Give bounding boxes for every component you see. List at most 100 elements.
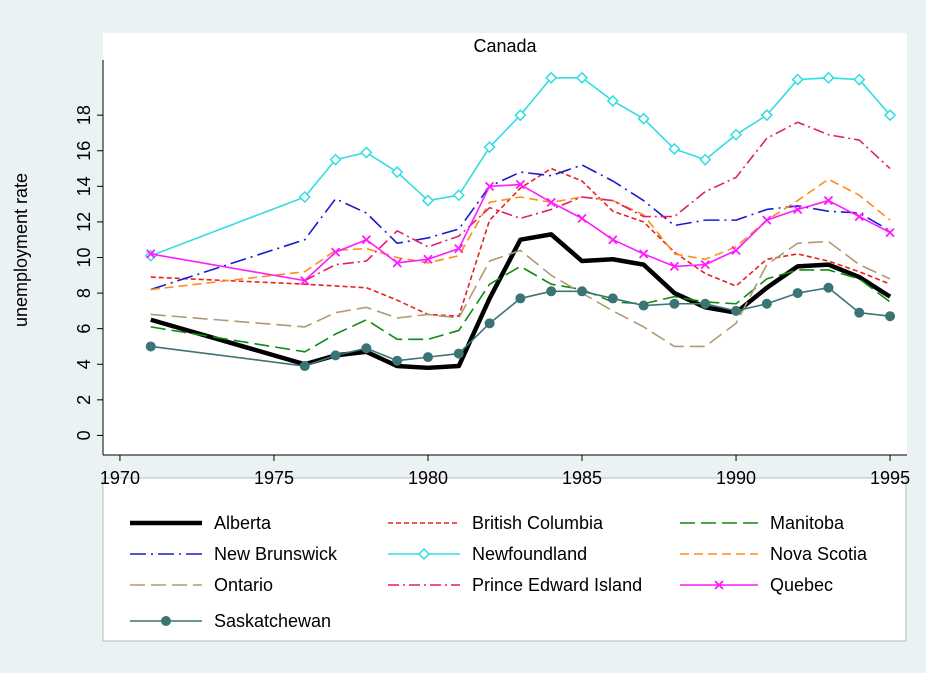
- legend-label: Saskatchewan: [214, 611, 331, 631]
- x-tick-label: 1975: [254, 468, 294, 488]
- y-tick-label: 10: [74, 247, 94, 267]
- marker: [452, 189, 465, 202]
- marker: [514, 109, 527, 122]
- marker: [575, 71, 589, 84]
- marker: [546, 197, 556, 207]
- marker: [484, 181, 495, 191]
- marker: [454, 243, 464, 254]
- marker: [361, 235, 372, 245]
- marker: [608, 235, 618, 245]
- marker: [546, 286, 557, 297]
- marker: [545, 71, 558, 84]
- marker: [792, 288, 803, 299]
- legend-label: Newfoundland: [472, 544, 587, 564]
- marker: [638, 300, 649, 311]
- marker: [700, 298, 711, 309]
- marker: [330, 350, 341, 361]
- legend-label: Ontario: [214, 575, 273, 595]
- marker: [515, 293, 526, 304]
- marker: [700, 259, 710, 270]
- legend-label: Manitoba: [770, 513, 845, 533]
- marker: [360, 146, 373, 159]
- y-tick-label: 0: [74, 430, 94, 440]
- marker: [577, 213, 587, 223]
- marker: [453, 348, 464, 359]
- marker: [515, 179, 526, 190]
- marker: [762, 215, 772, 225]
- marker: [793, 204, 803, 215]
- marker: [731, 305, 742, 316]
- marker: [298, 190, 311, 204]
- y-tick-label: 6: [74, 324, 94, 334]
- marker: [729, 128, 743, 141]
- marker: [299, 361, 310, 372]
- marker: [391, 166, 404, 179]
- y-axis-label: unemployment rate: [11, 173, 31, 327]
- legend-label: Quebec: [770, 575, 833, 595]
- marker: [885, 227, 895, 238]
- legend-label: British Columbia: [472, 513, 604, 533]
- x-tick-label: 1995: [870, 468, 910, 488]
- marker: [699, 153, 712, 166]
- marker: [669, 298, 680, 309]
- legend-marker: [714, 580, 724, 590]
- marker: [822, 71, 835, 84]
- marker: [823, 282, 834, 293]
- marker: [791, 73, 804, 86]
- y-tick-label: 18: [74, 105, 94, 125]
- marker: [146, 249, 156, 259]
- x-tick-label: 1970: [100, 468, 140, 488]
- marker: [392, 355, 403, 366]
- marker: [853, 73, 866, 86]
- marker: [483, 141, 496, 154]
- y-tick-label: 14: [74, 176, 94, 196]
- marker: [638, 249, 649, 259]
- marker: [731, 245, 741, 256]
- legend: [102, 477, 907, 642]
- marker: [637, 112, 650, 125]
- marker: [854, 307, 865, 318]
- legend-label: Alberta: [214, 513, 272, 533]
- x-tick-label: 1980: [408, 468, 448, 488]
- marker: [607, 293, 618, 304]
- marker: [883, 109, 897, 122]
- marker: [423, 254, 433, 264]
- marker: [606, 94, 619, 107]
- legend-marker: [417, 547, 431, 561]
- legend-marker: [161, 616, 171, 626]
- marker: [669, 261, 680, 272]
- x-tick-label: 1990: [716, 468, 756, 488]
- y-tick-label: 12: [74, 212, 94, 232]
- marker: [330, 247, 341, 257]
- marker: [668, 142, 681, 156]
- marker: [361, 343, 372, 354]
- series-line: [150, 265, 891, 353]
- legend-label: Nova Scotia: [770, 544, 868, 564]
- series-line: [150, 178, 891, 291]
- marker: [300, 275, 310, 286]
- plot-area: [103, 33, 907, 455]
- legend-label: New Brunswick: [214, 544, 338, 564]
- marker: [854, 211, 864, 222]
- marker: [484, 318, 495, 329]
- series-line: [304, 121, 891, 282]
- marker: [577, 286, 588, 297]
- marker: [422, 352, 433, 363]
- marker: [145, 341, 156, 352]
- marker: [392, 258, 402, 268]
- y-tick-label: 16: [74, 141, 94, 161]
- y-tick-label: 2: [74, 395, 94, 405]
- marker: [329, 153, 342, 166]
- marker: [421, 194, 435, 207]
- marker: [885, 311, 896, 322]
- marker: [823, 195, 834, 206]
- marker: [761, 298, 772, 309]
- chart-title: Canada: [473, 36, 537, 56]
- x-tick-label: 1985: [562, 468, 602, 488]
- y-tick-label: 4: [74, 359, 94, 369]
- legend-label: Prince Edward Island: [472, 575, 642, 595]
- y-tick-label: 8: [74, 288, 94, 298]
- marker: [760, 109, 773, 122]
- series-line: [150, 167, 891, 318]
